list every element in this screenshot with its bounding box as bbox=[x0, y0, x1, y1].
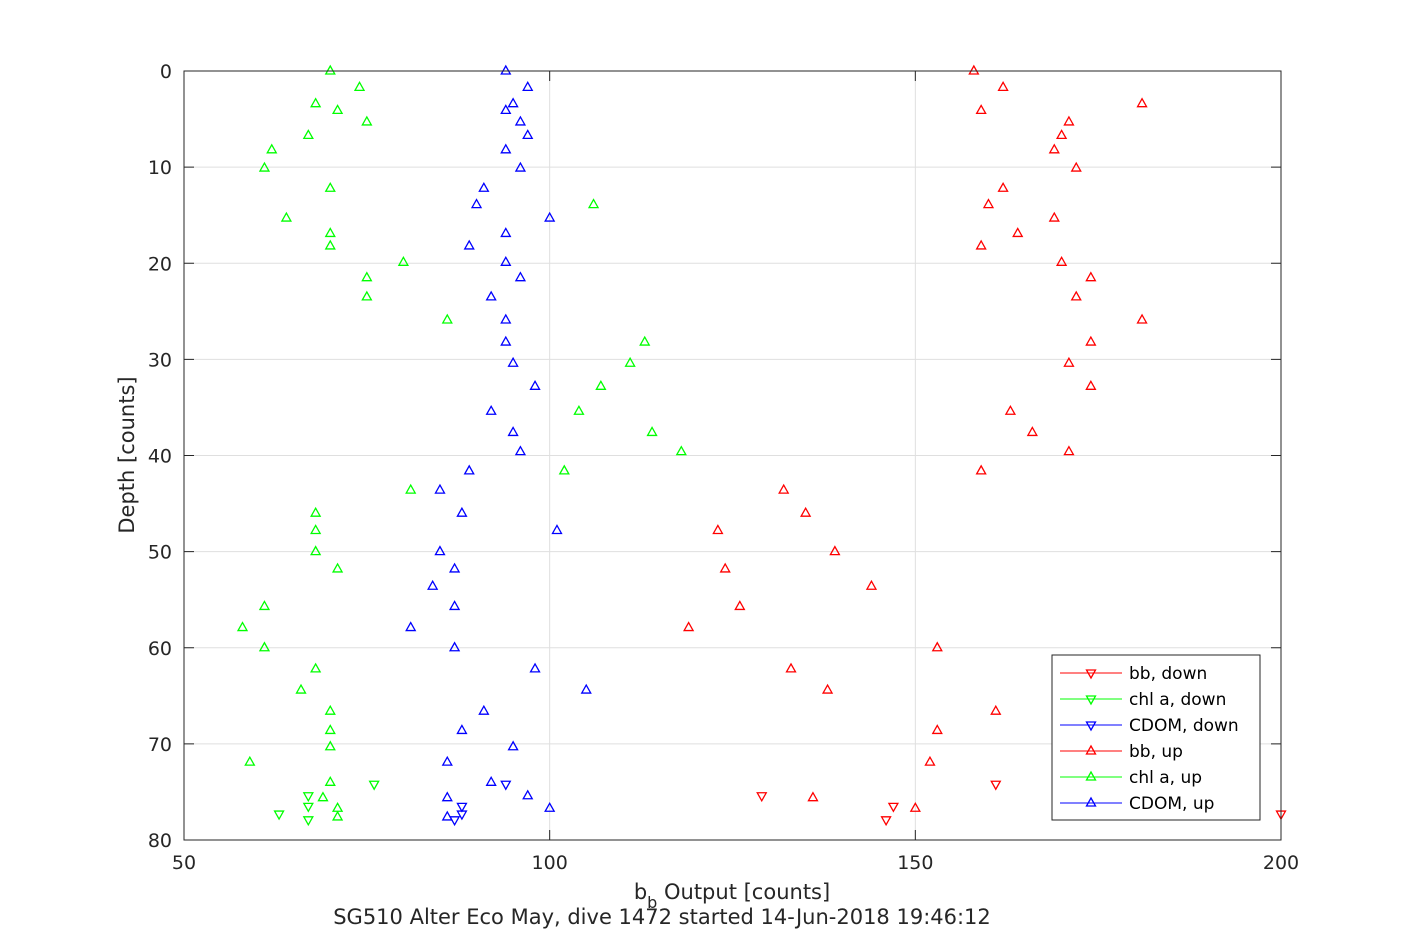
y-tick-label: 60 bbox=[148, 638, 172, 660]
chart-subtitle: SG510 Alter Eco May, dive 1472 started 1… bbox=[333, 905, 991, 929]
y-tick-label: 30 bbox=[148, 349, 172, 371]
y-tick-label: 80 bbox=[148, 830, 172, 852]
x-axis-label-rest: Output [counts] bbox=[657, 880, 830, 904]
y-tick-label: 50 bbox=[148, 542, 172, 564]
x-tick-label: 50 bbox=[172, 852, 196, 874]
legend-label: bb, up bbox=[1129, 742, 1183, 762]
y-axis-label: Depth [counts] bbox=[115, 376, 139, 533]
y-tick-label: 10 bbox=[148, 157, 172, 179]
x-tick-label: 150 bbox=[897, 852, 933, 874]
y-tick-label: 70 bbox=[148, 734, 172, 756]
legend-label: chl a, down bbox=[1129, 690, 1226, 710]
y-tick-label: 20 bbox=[148, 253, 172, 275]
x-tick-label: 100 bbox=[532, 852, 568, 874]
legend-label: CDOM, down bbox=[1129, 716, 1239, 736]
legend-label: chl a, up bbox=[1129, 768, 1202, 788]
y-tick-label: 0 bbox=[160, 61, 172, 83]
x-axis-label-main: b bbox=[634, 880, 647, 904]
x-tick-label: 200 bbox=[1263, 852, 1299, 874]
legend-label: bb, down bbox=[1129, 664, 1207, 684]
legend: bb, down chl a, down CDOM, down bb, up chl a… bbox=[1052, 655, 1260, 820]
legend-label: CDOM, up bbox=[1129, 794, 1214, 814]
y-tick-label: 40 bbox=[148, 446, 172, 468]
depth-profile-chart: 50 100 150 200 0 10 20 30 40 50 60 70 80 Depth [cou… bbox=[0, 0, 1417, 945]
